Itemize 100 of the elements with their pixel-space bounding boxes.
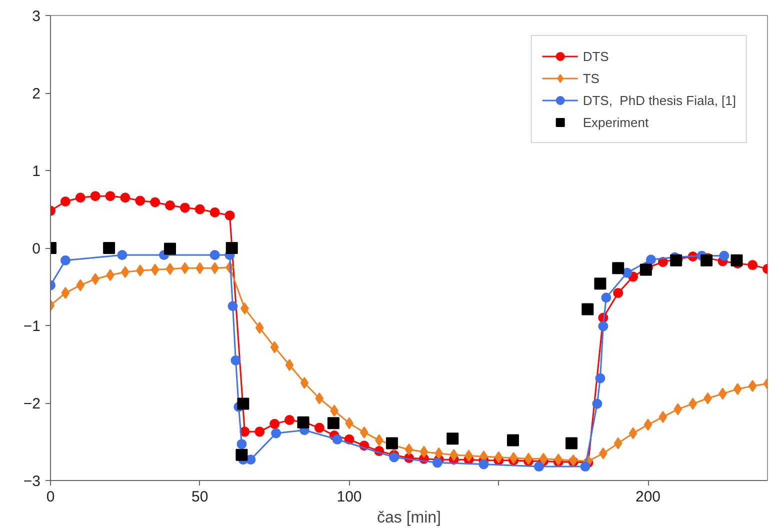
point bbox=[150, 197, 160, 208]
point bbox=[224, 210, 235, 220]
point bbox=[719, 250, 730, 261]
point bbox=[285, 359, 294, 372]
point bbox=[327, 417, 340, 430]
point bbox=[120, 192, 130, 203]
x-tick-label: 100 bbox=[336, 488, 362, 506]
point bbox=[582, 303, 594, 316]
point bbox=[103, 242, 116, 254]
point bbox=[117, 250, 128, 260]
legend-label: DTS, PhD thesis Fiala, [1] bbox=[582, 92, 736, 108]
point bbox=[733, 383, 742, 396]
point bbox=[75, 192, 86, 203]
y-tick-label: 1 bbox=[32, 163, 40, 180]
point bbox=[210, 250, 220, 260]
point bbox=[254, 426, 265, 437]
point bbox=[230, 355, 241, 366]
point bbox=[284, 415, 294, 426]
point bbox=[210, 207, 220, 218]
point bbox=[196, 262, 204, 274]
point bbox=[180, 262, 190, 274]
point bbox=[165, 200, 175, 210]
point bbox=[150, 264, 160, 276]
point bbox=[646, 254, 656, 265]
point bbox=[748, 380, 757, 392]
point bbox=[640, 264, 652, 276]
point bbox=[314, 422, 324, 433]
point bbox=[246, 454, 256, 465]
point bbox=[420, 446, 428, 458]
point bbox=[60, 196, 70, 206]
point bbox=[566, 437, 578, 450]
point bbox=[236, 439, 247, 450]
point bbox=[315, 392, 324, 404]
point bbox=[494, 451, 503, 464]
x-axis-title: čas [min] bbox=[376, 510, 442, 526]
point bbox=[434, 447, 444, 460]
point bbox=[539, 452, 548, 465]
y-tick-label: −2 bbox=[23, 396, 41, 412]
point bbox=[332, 434, 342, 444]
legend-label: TS bbox=[582, 70, 600, 86]
point bbox=[194, 204, 205, 214]
point bbox=[601, 292, 612, 303]
point bbox=[446, 432, 459, 445]
point bbox=[478, 459, 489, 470]
point bbox=[386, 437, 398, 450]
point bbox=[612, 262, 624, 274]
point bbox=[76, 279, 85, 292]
y-tick-label: 2 bbox=[32, 86, 40, 102]
point bbox=[61, 286, 70, 299]
point bbox=[60, 255, 70, 266]
point bbox=[226, 242, 238, 254]
point bbox=[255, 322, 264, 334]
point bbox=[164, 242, 176, 255]
point bbox=[236, 448, 248, 461]
point bbox=[580, 462, 590, 472]
legend-label: DTS bbox=[582, 48, 609, 64]
point bbox=[748, 260, 758, 270]
point bbox=[135, 196, 146, 206]
point bbox=[105, 191, 116, 202]
point bbox=[592, 398, 602, 409]
point bbox=[613, 288, 624, 298]
point bbox=[628, 427, 638, 440]
y-tick-label: 3 bbox=[32, 8, 40, 25]
point bbox=[658, 410, 668, 423]
point bbox=[674, 403, 682, 416]
point bbox=[404, 444, 414, 456]
point bbox=[180, 202, 190, 213]
point bbox=[700, 254, 713, 266]
x-tick-label: 200 bbox=[635, 488, 661, 506]
point bbox=[228, 301, 238, 312]
point bbox=[270, 418, 280, 429]
y-tick-label: −3 bbox=[23, 473, 41, 490]
point bbox=[524, 452, 533, 465]
legend-label: Experiment bbox=[582, 114, 649, 130]
y-tick-label: −1 bbox=[23, 318, 41, 335]
point bbox=[300, 376, 309, 389]
x-tick-label: 50 bbox=[192, 488, 208, 506]
point bbox=[622, 268, 632, 278]
point bbox=[595, 373, 606, 384]
point bbox=[389, 452, 400, 462]
point bbox=[432, 458, 442, 468]
point bbox=[614, 437, 622, 450]
point bbox=[534, 462, 544, 472]
point bbox=[506, 434, 519, 446]
point bbox=[509, 452, 518, 464]
point bbox=[270, 341, 279, 354]
point bbox=[136, 264, 144, 276]
point bbox=[644, 418, 652, 431]
point bbox=[90, 191, 100, 202]
point bbox=[554, 454, 563, 466]
point bbox=[237, 398, 250, 410]
point bbox=[598, 321, 608, 332]
y-tick-label: 0 bbox=[32, 240, 40, 258]
x-tick-label: 0 bbox=[46, 488, 55, 506]
point bbox=[166, 262, 174, 275]
point bbox=[670, 254, 682, 266]
point bbox=[730, 254, 743, 266]
point bbox=[91, 273, 100, 285]
point bbox=[271, 428, 282, 438]
point bbox=[594, 278, 606, 290]
